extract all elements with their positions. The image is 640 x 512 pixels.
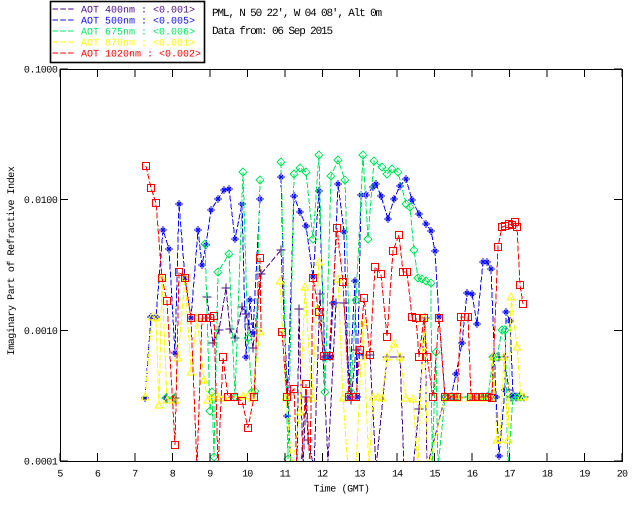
- svg-text:10: 10: [242, 470, 253, 481]
- svg-text:20: 20: [617, 470, 628, 481]
- svg-text:0.0001: 0.0001: [24, 458, 58, 469]
- svg-text:0.0010: 0.0010: [24, 327, 58, 338]
- svg-text:AOT 400nm : <0.001>: AOT 400nm : <0.001>: [81, 6, 195, 17]
- svg-text:0.0100: 0.0100: [24, 196, 58, 207]
- svg-text:15: 15: [429, 470, 440, 481]
- svg-text:7: 7: [132, 470, 138, 481]
- svg-text:18: 18: [542, 470, 553, 481]
- svg-text:13: 13: [354, 470, 365, 481]
- svg-text:Imaginary Part of Refractive I: Imaginary Part of Refractive Index: [6, 166, 18, 355]
- svg-text:Time (GMT): Time (GMT): [313, 484, 369, 496]
- svg-text:17: 17: [504, 470, 515, 481]
- svg-text:6: 6: [95, 470, 101, 481]
- svg-text:11: 11: [280, 470, 291, 481]
- svg-text:16: 16: [467, 470, 478, 481]
- svg-text:AOT 1020nm : <0.002>: AOT 1020nm : <0.002>: [81, 50, 201, 61]
- svg-text:AOT 500nm : <0.005>: AOT 500nm : <0.005>: [81, 17, 195, 28]
- svg-text:Data from: 06 Sep 2015: Data from: 06 Sep 2015: [212, 26, 332, 38]
- svg-text:14: 14: [392, 470, 403, 481]
- svg-text:AOT 870nm : <0.001>: AOT 870nm : <0.001>: [81, 39, 195, 50]
- svg-text:12: 12: [317, 470, 328, 481]
- svg-text:0.1000: 0.1000: [24, 66, 58, 77]
- svg-text:19: 19: [579, 470, 590, 481]
- svg-text:9: 9: [207, 470, 213, 481]
- svg-text:AOT 675nm : <0.006>: AOT 675nm : <0.006>: [81, 28, 195, 39]
- svg-text:PML, N 50 22', W 04 08', Alt 0: PML, N 50 22', W 04 08', Alt 0m: [212, 8, 383, 20]
- svg-text:5: 5: [57, 470, 63, 481]
- svg-text:8: 8: [170, 470, 176, 481]
